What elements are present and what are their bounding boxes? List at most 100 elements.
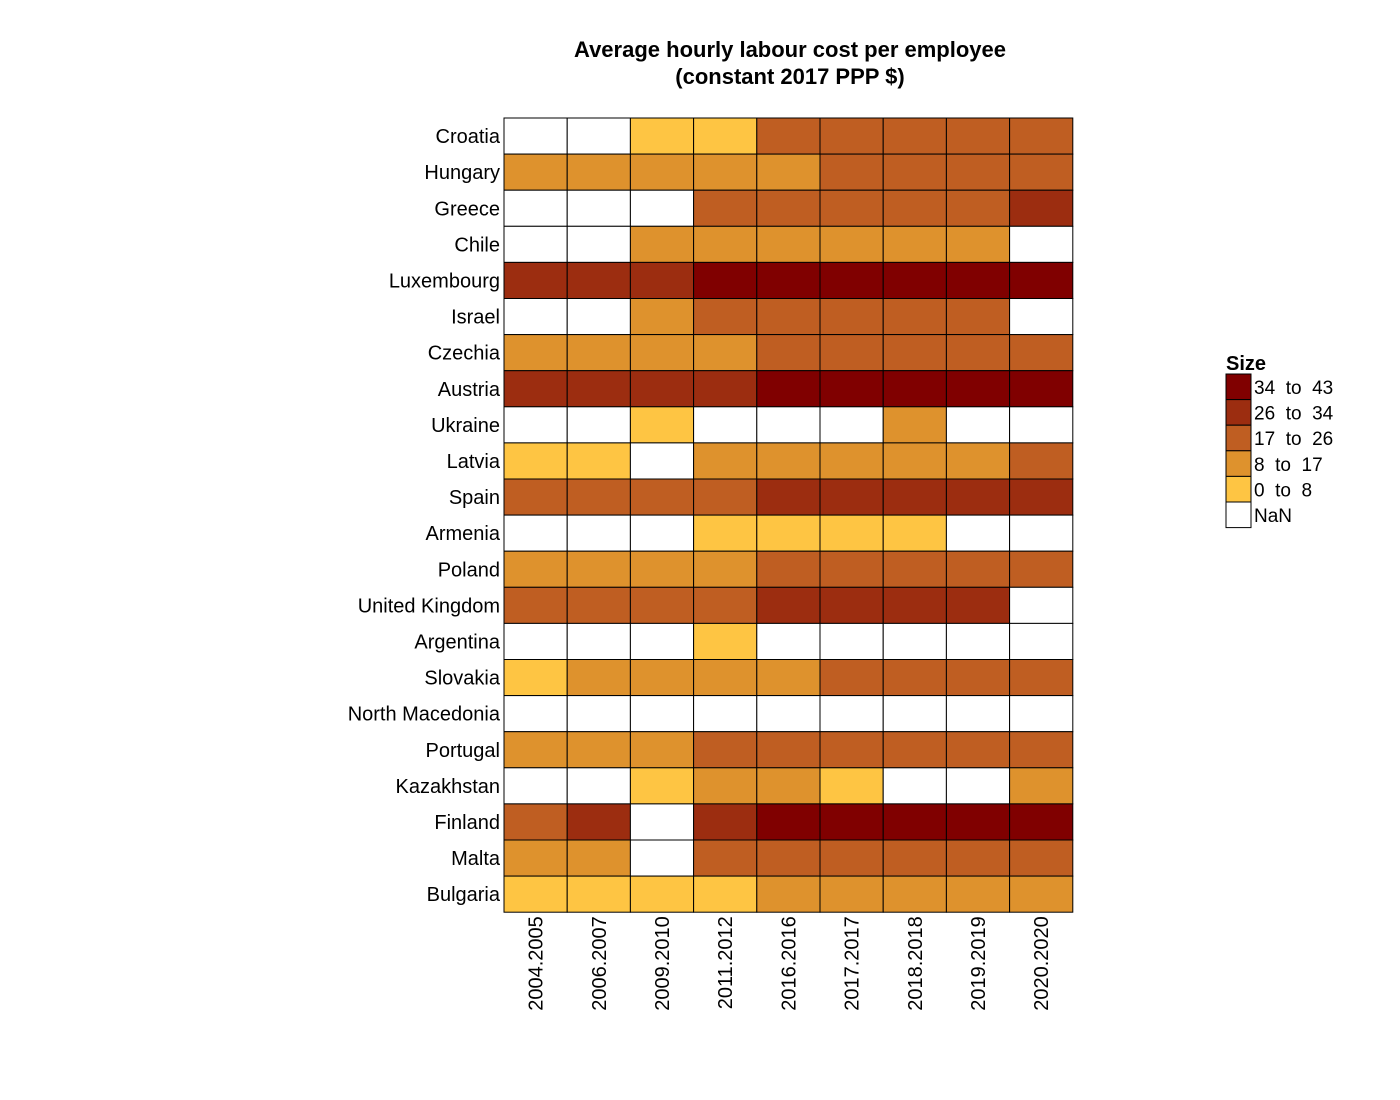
- heatmap-cell: [819, 695, 884, 733]
- heatmap-cell: [945, 406, 1011, 444]
- row-label: Croatia: [436, 126, 501, 148]
- heatmap-cell: [945, 659, 1011, 697]
- heatmap-cell: [629, 514, 695, 552]
- heatmap-cell: [882, 370, 947, 408]
- row-labels: Croatia Hungary Greece Chile Luxembourg Israe…: [348, 126, 501, 906]
- heatmap-cell: [756, 622, 821, 661]
- heatmap-cell: [1009, 803, 1074, 841]
- heatmap-cell: [882, 875, 947, 913]
- heatmap-cell: [819, 334, 884, 372]
- heatmap-cell: [756, 225, 821, 263]
- heatmap-cell: [819, 225, 884, 263]
- heatmap-cell: [629, 695, 695, 733]
- heatmap-cell: [756, 550, 821, 588]
- heatmap-cell: [945, 803, 1011, 841]
- heatmap-cell: [819, 803, 884, 841]
- heatmap-cell: [693, 731, 758, 769]
- heatmap-cell: [945, 442, 1011, 480]
- legend-label: 0 to 8: [1254, 480, 1312, 501]
- legend-label: 26 to 34: [1254, 404, 1334, 425]
- heatmap-cell: [629, 370, 695, 408]
- heatmap-cell: [566, 370, 631, 408]
- heatmap-cell: [945, 514, 1011, 552]
- heatmap-cell: [945, 875, 1011, 913]
- heatmap-cell: [503, 334, 568, 372]
- heatmap-cell: [882, 153, 947, 191]
- heatmap-cell: [756, 695, 821, 733]
- heatmap-cell: [945, 478, 1011, 516]
- heatmap-cell: [882, 225, 947, 263]
- heatmap-cell: [756, 659, 821, 697]
- heatmap-cell: [945, 586, 1011, 624]
- heatmap-cell: [629, 478, 695, 516]
- heatmap-cell: [1009, 261, 1074, 299]
- heatmap-cell: [693, 514, 758, 552]
- row-label: Chile: [454, 234, 500, 256]
- heatmap-cell: [503, 875, 568, 913]
- heatmap-cell: [566, 586, 631, 624]
- heatmap-cell: [503, 622, 568, 661]
- heatmap-cell: [756, 334, 821, 372]
- heatmap-cell: [629, 767, 695, 805]
- heatmap-cell: [693, 189, 758, 227]
- heatmap-cell: [819, 153, 884, 191]
- heatmap-cell: [756, 370, 821, 408]
- heatmap-cell: [503, 659, 568, 697]
- heatmap-cell: [882, 731, 947, 769]
- heatmap-cell: [819, 659, 884, 697]
- heatmap-cell: [756, 442, 821, 480]
- title-line-1: Average hourly labour cost per employee: [574, 37, 1006, 62]
- heatmap-cell: [1009, 767, 1074, 805]
- heatmap-cell: [945, 695, 1011, 733]
- heatmap-cell: [693, 767, 758, 805]
- heatmap-cell: [945, 550, 1011, 588]
- heatmap-cell: [1009, 731, 1074, 769]
- heatmap-cell: [756, 586, 821, 624]
- heatmap-cell: [756, 406, 821, 444]
- heatmap-cell: [503, 478, 568, 516]
- heatmap-cell: [819, 622, 884, 661]
- heatmap-cell: [1009, 189, 1074, 227]
- heatmap-cell: [566, 803, 631, 841]
- row-label: Israel: [451, 307, 500, 329]
- heatmap-cell: [1009, 153, 1074, 191]
- row-label: Poland: [438, 559, 500, 581]
- heatmap-cell: [566, 550, 631, 588]
- heatmap-cell: [756, 189, 821, 227]
- heatmap-cell: [693, 370, 758, 408]
- heatmap-cell: [882, 550, 947, 588]
- heatmap-cell: [882, 189, 947, 227]
- column-label: 2018.2018: [905, 916, 927, 1011]
- row-label: United Kingdom: [358, 595, 500, 617]
- heatmap-cell: [629, 261, 695, 299]
- heatmap-cell: [693, 153, 758, 191]
- heatmap-cell: [693, 261, 758, 299]
- heatmap-cell: [1009, 659, 1074, 697]
- heatmap-cell: [882, 442, 947, 480]
- heatmap-cell: [629, 298, 695, 336]
- heatmap-cell: [882, 586, 947, 624]
- heatmap-cell: [566, 622, 631, 661]
- heatmap-cell: [629, 622, 695, 661]
- heatmap-cell: [503, 731, 568, 769]
- heatmap-cell: [629, 586, 695, 624]
- heatmap-cell: [1009, 622, 1074, 661]
- heatmap-cell: [819, 189, 884, 227]
- heatmap-cell: [819, 731, 884, 769]
- row-label: Spain: [449, 487, 500, 509]
- heatmap-cell: [693, 803, 758, 841]
- heatmap-cell: [756, 803, 821, 841]
- column-label: 2004.2005: [526, 916, 548, 1011]
- heatmap-cell: [503, 767, 568, 805]
- heatmap-cell: [629, 334, 695, 372]
- heatmap-cell: [566, 695, 631, 733]
- heatmap-cell: [1009, 839, 1074, 877]
- heatmap-cell: [629, 731, 695, 769]
- heatmap-cell: [693, 478, 758, 516]
- heatmap-cell: [629, 550, 695, 588]
- heatmap-cell: [882, 839, 947, 877]
- heatmap-cell: [819, 478, 884, 516]
- heatmap-cell: [566, 117, 631, 155]
- heatmap-cell: [693, 659, 758, 697]
